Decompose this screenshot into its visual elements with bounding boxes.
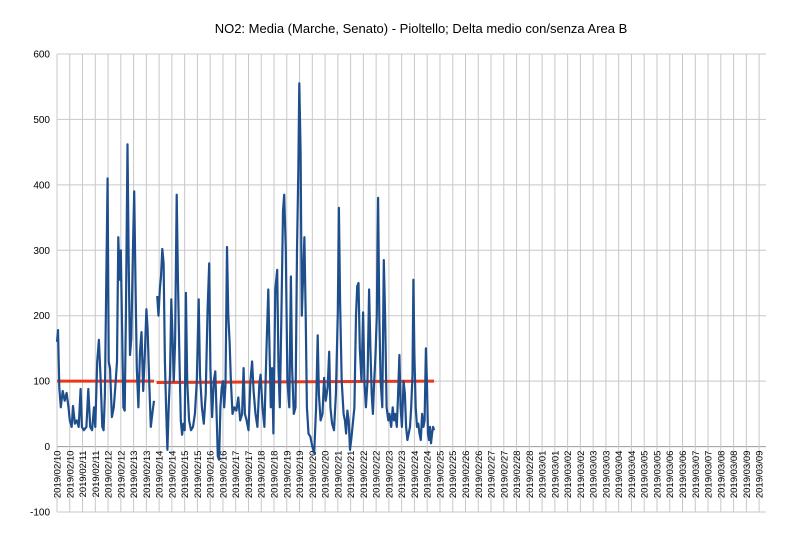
x-tick-label: 2019/03/09 bbox=[742, 451, 753, 499]
chart-title: NO2: Media (Marche, Senato) - Pioltello;… bbox=[215, 21, 628, 36]
x-tick-label: 2019/02/15 bbox=[180, 451, 191, 499]
x-tick-label: 2019/02/23 bbox=[397, 451, 408, 499]
x-tick-label: 2019/02/17 bbox=[244, 451, 255, 499]
x-tick-label: 2019/03/08 bbox=[729, 451, 740, 499]
x-tick-label: 2019/03/02 bbox=[576, 451, 587, 499]
x-tick-label: 2019/02/16 bbox=[218, 451, 229, 499]
x-tick-label: 2019/03/07 bbox=[691, 451, 702, 499]
x-tick-label: 2019/02/15 bbox=[193, 451, 204, 499]
y-tick-label: 0 bbox=[44, 442, 50, 453]
x-tick-label: 2019/03/03 bbox=[589, 451, 600, 499]
x-tick-label: 2019/02/25 bbox=[448, 451, 459, 499]
y-tick-label: 300 bbox=[33, 246, 50, 257]
x-tick-label: 2019/02/16 bbox=[206, 451, 217, 499]
x-tick-label: 2019/03/05 bbox=[640, 451, 651, 499]
y-tick-label: 100 bbox=[33, 377, 50, 388]
x-tick-label: 2019/02/28 bbox=[525, 451, 536, 499]
y-tick-label: 500 bbox=[33, 115, 50, 126]
x-tick-label: 2019/02/11 bbox=[78, 451, 89, 498]
x-tick-label: 2019/02/24 bbox=[410, 451, 421, 499]
x-tick-label: 2019/02/27 bbox=[499, 451, 510, 499]
x-tick-label: 2019/02/14 bbox=[155, 451, 166, 499]
x-tick-label: 2019/02/23 bbox=[384, 451, 395, 499]
series-line-delta bbox=[57, 379, 435, 384]
x-tick-label: 2019/02/20 bbox=[308, 451, 319, 499]
x-tick-label: 2019/02/26 bbox=[461, 451, 472, 499]
x-tick-label: 2019/02/21 bbox=[333, 451, 344, 499]
x-tick-label: 2019/03/06 bbox=[665, 451, 676, 499]
series-line-no2 bbox=[55, 82, 436, 461]
x-tick-label: 2019/03/07 bbox=[704, 451, 715, 499]
x-tick-label: 2019/02/18 bbox=[257, 451, 268, 499]
y-tick-label: 600 bbox=[33, 50, 50, 61]
x-tick-label: 2019/02/13 bbox=[142, 451, 153, 499]
series-layer bbox=[55, 82, 436, 461]
x-tick-label: 2019/02/28 bbox=[512, 451, 523, 499]
x-tick-label: 2019/03/01 bbox=[538, 451, 549, 499]
x-tick-label: 2019/02/14 bbox=[167, 451, 178, 499]
x-tick-label: 2019/03/09 bbox=[755, 451, 766, 499]
y-axis-ticks: -100 0 100 200 300 400 500 600 bbox=[30, 50, 50, 519]
x-tick-label: 2019/02/20 bbox=[321, 451, 332, 499]
y-tick-label: -100 bbox=[30, 508, 50, 519]
x-tick-label: 2019/02/12 bbox=[116, 451, 127, 499]
x-tick-label: 2019/03/04 bbox=[627, 451, 638, 499]
x-tick-label: 2019/03/05 bbox=[652, 451, 663, 499]
x-tick-label: 2019/02/18 bbox=[270, 451, 281, 499]
x-tick-label: 2019/03/08 bbox=[716, 451, 727, 499]
x-axis-ticks: 2019/02/10 2019/02/10 2019/02/11 2019/02/11… bbox=[53, 451, 766, 499]
x-tick-label: 2019/03/03 bbox=[601, 451, 612, 499]
x-tick-label: 2019/02/22 bbox=[372, 451, 383, 499]
x-tick-label: 2019/03/04 bbox=[614, 451, 625, 499]
x-tick-label: 2019/02/22 bbox=[359, 451, 370, 499]
x-tick-label: 2019/02/12 bbox=[104, 451, 115, 499]
x-tick-label: 2019/02/26 bbox=[474, 451, 485, 499]
x-tick-label: 2019/02/27 bbox=[487, 451, 498, 499]
y-tick-label: 400 bbox=[33, 180, 50, 191]
x-tick-label: 2019/02/10 bbox=[53, 451, 64, 499]
x-tick-label: 2019/02/10 bbox=[65, 451, 76, 499]
x-tick-label: 2019/03/01 bbox=[550, 451, 561, 499]
x-tick-label: 2019/03/02 bbox=[563, 451, 574, 499]
x-tick-label: 2019/02/13 bbox=[129, 451, 140, 499]
x-tick-label: 2019/02/24 bbox=[423, 451, 434, 499]
x-tick-label: 2019/02/11 bbox=[91, 451, 102, 498]
gridlines bbox=[56, 53, 766, 513]
x-tick-label: 2019/02/17 bbox=[231, 451, 242, 499]
y-tick-label: 200 bbox=[33, 311, 50, 322]
x-tick-label: 2019/02/19 bbox=[295, 451, 306, 499]
x-tick-label: 2019/02/19 bbox=[282, 451, 293, 499]
x-tick-label: 2019/02/25 bbox=[435, 451, 446, 499]
x-tick-label: 2019/03/06 bbox=[678, 451, 689, 499]
x-tick-label: 2019/02/21 bbox=[346, 451, 357, 499]
